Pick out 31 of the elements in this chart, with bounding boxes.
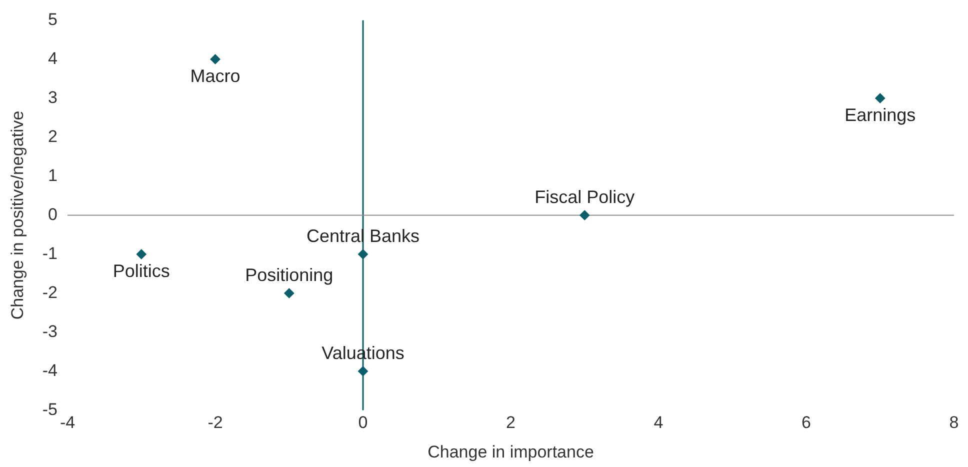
x-tick-label: 0 <box>358 413 368 432</box>
annotation: Macro <box>190 66 240 86</box>
y-tick-label: 5 <box>48 10 58 29</box>
point <box>358 249 368 260</box>
y-tick-label: 2 <box>48 126 58 146</box>
y-tick-label: 1 <box>48 166 58 185</box>
point <box>580 210 590 220</box>
annotation: Politics <box>112 261 170 282</box>
y-tick-label: 3 <box>48 88 58 107</box>
annotation: Positioning <box>245 265 334 286</box>
point <box>136 249 146 260</box>
y-tick-label: -3 <box>42 322 58 341</box>
y-tick-label: -5 <box>42 400 58 419</box>
x-axis-title: Change in importance <box>428 442 594 462</box>
y-tick-label: 0 <box>48 204 58 224</box>
x-tick-label: 4 <box>654 413 664 432</box>
point <box>358 366 368 376</box>
annotation: Fiscal Policy <box>534 187 635 208</box>
y-tick-label: 4 <box>48 48 58 68</box>
y-tick-label: -4 <box>42 360 58 380</box>
point <box>875 93 886 104</box>
x-tick-label: 8 <box>949 413 959 432</box>
y-axis-title: Change in positive/negative <box>8 110 27 320</box>
y-tick-label: -1 <box>42 244 58 263</box>
x-tick-label: 2 <box>506 413 516 432</box>
point <box>210 54 220 64</box>
point <box>284 288 294 298</box>
x-tick-label: -2 <box>208 413 223 432</box>
x-tick-label: 6 <box>802 413 811 432</box>
annotation: Earnings <box>844 105 916 126</box>
y-tick-label: -2 <box>42 282 58 302</box>
